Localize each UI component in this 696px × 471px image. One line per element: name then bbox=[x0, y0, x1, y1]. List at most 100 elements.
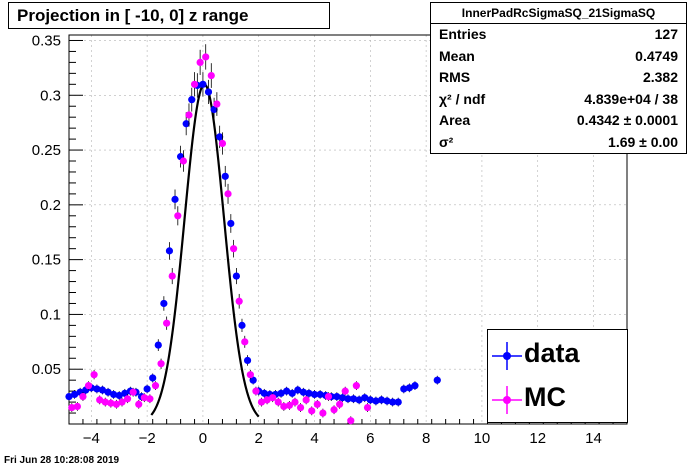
data-point bbox=[160, 299, 168, 308]
data-points bbox=[65, 44, 441, 425]
chart-title: Projection in [ -10, 0] z range bbox=[8, 2, 330, 29]
stats-box: InnerPadRcSigmaSQ_21SigmaSQ Entries 127 … bbox=[430, 2, 687, 154]
data-point bbox=[283, 387, 291, 395]
data-point bbox=[288, 389, 296, 397]
data-point bbox=[65, 393, 73, 401]
stats-row: χ² / ndf 4.839e+04 / 38 bbox=[431, 89, 686, 111]
data-point bbox=[302, 396, 310, 404]
stats-row: Mean 0.4749 bbox=[431, 46, 686, 68]
data-point bbox=[146, 395, 154, 403]
stats-value: 0.4342 ± 0.0001 bbox=[576, 112, 678, 128]
x-tick-label: −4 bbox=[83, 430, 100, 447]
data-point bbox=[151, 382, 160, 390]
data-point bbox=[241, 338, 249, 346]
data-point bbox=[224, 190, 232, 198]
y-tick-label: 0.2 bbox=[40, 197, 61, 214]
data-point bbox=[249, 376, 257, 384]
data-point bbox=[143, 385, 151, 393]
data-point bbox=[115, 391, 123, 400]
data-point bbox=[294, 386, 302, 394]
y-tick-label: 0.3 bbox=[40, 87, 61, 104]
data-point bbox=[196, 58, 204, 66]
stats-label: σ² bbox=[439, 133, 454, 150]
data-point bbox=[333, 393, 341, 401]
x-tick-label: 4 bbox=[310, 430, 318, 447]
data-point bbox=[347, 417, 355, 425]
data-point bbox=[232, 272, 240, 280]
legend-entry-data: data bbox=[488, 336, 627, 376]
data-point bbox=[366, 396, 374, 404]
data-point bbox=[96, 396, 104, 404]
data-point bbox=[338, 394, 347, 402]
data-point bbox=[361, 394, 369, 402]
data-point bbox=[394, 398, 402, 406]
data-point bbox=[118, 398, 126, 406]
data-point bbox=[377, 396, 386, 404]
data-point bbox=[207, 71, 215, 80]
data-point bbox=[235, 297, 243, 305]
data-point bbox=[260, 389, 268, 397]
data-point bbox=[243, 356, 252, 365]
data-point bbox=[310, 390, 319, 399]
stats-value: 127 bbox=[654, 26, 678, 42]
legend-label: data bbox=[524, 338, 580, 368]
data-point bbox=[123, 395, 132, 403]
data-point bbox=[372, 397, 380, 405]
data-point bbox=[330, 406, 338, 414]
data-point bbox=[210, 105, 218, 114]
data-point bbox=[352, 382, 360, 390]
data-point bbox=[280, 402, 288, 411]
legend-marker-mc bbox=[492, 386, 522, 414]
data-point bbox=[121, 389, 129, 397]
stats-value: 4.839e+04 / 38 bbox=[584, 90, 678, 107]
data-point bbox=[98, 386, 107, 394]
stats-title: InnerPadRcSigmaSQ_21SigmaSQ bbox=[431, 3, 686, 24]
data-point bbox=[230, 245, 238, 253]
x-tick-label: 12 bbox=[529, 430, 546, 447]
legend-label: MC bbox=[524, 382, 566, 412]
data-point bbox=[269, 394, 277, 402]
data-point bbox=[383, 397, 391, 405]
legend-entry-mc: MC bbox=[488, 380, 627, 420]
data-point bbox=[411, 382, 419, 390]
stats-row: Entries 127 bbox=[431, 24, 686, 46]
data-point bbox=[93, 385, 101, 393]
x-tick-label: 6 bbox=[366, 430, 374, 447]
timestamp: Fri Jun 28 10:28:08 2019 bbox=[4, 455, 120, 466]
x-tick-label: −2 bbox=[139, 430, 156, 447]
data-point bbox=[73, 402, 81, 411]
data-point bbox=[389, 398, 397, 406]
data-point bbox=[140, 394, 148, 402]
x-tick-label: 10 bbox=[474, 430, 491, 447]
data-point bbox=[227, 219, 235, 228]
data-point bbox=[285, 401, 294, 409]
y-tick-label: 0.25 bbox=[32, 142, 61, 159]
x-tick-label: 14 bbox=[585, 430, 602, 447]
data-point bbox=[157, 360, 165, 368]
data-point bbox=[112, 400, 121, 408]
data-point bbox=[174, 212, 182, 220]
stats-label: χ² / ndf bbox=[439, 90, 486, 107]
series-data bbox=[65, 72, 441, 407]
stats-label: Entries bbox=[439, 26, 487, 42]
y-tick-label: 0.05 bbox=[32, 361, 61, 378]
data-point bbox=[291, 398, 299, 406]
data-point bbox=[277, 389, 285, 397]
data-point bbox=[188, 96, 196, 104]
data-point bbox=[336, 400, 344, 408]
data-point bbox=[179, 157, 187, 165]
data-point bbox=[202, 53, 210, 61]
data-point bbox=[316, 390, 324, 399]
data-point bbox=[190, 80, 199, 88]
data-point bbox=[246, 371, 254, 379]
data-point bbox=[341, 387, 349, 395]
data-point bbox=[218, 139, 227, 148]
data-point bbox=[68, 403, 76, 412]
data-point bbox=[199, 80, 207, 88]
stats-label: RMS bbox=[439, 69, 471, 85]
data-point bbox=[129, 388, 137, 396]
data-point bbox=[221, 172, 229, 180]
data-point bbox=[204, 88, 213, 96]
x-tick-label: 0 bbox=[199, 430, 207, 447]
